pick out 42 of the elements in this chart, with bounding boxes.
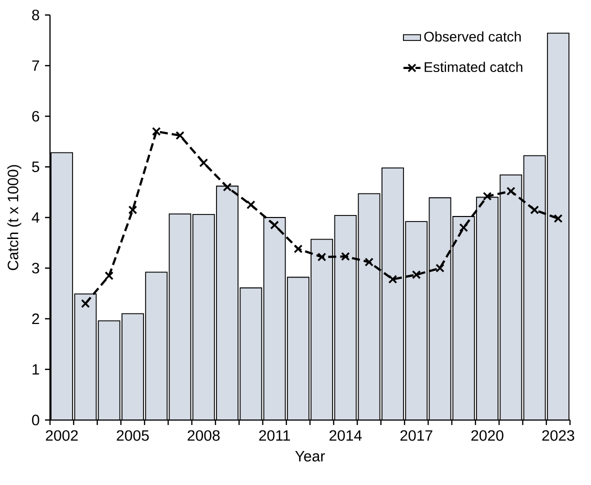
point <box>554 214 563 223</box>
point <box>81 299 90 308</box>
x-tick-label: 2005 <box>116 430 149 441</box>
point <box>176 131 184 140</box>
x-tick-label: 2002 <box>46 430 78 441</box>
point <box>317 252 326 262</box>
y-tick-label: 6 <box>32 110 40 122</box>
point <box>128 205 138 214</box>
point <box>388 274 398 284</box>
y-tick-label: 8 <box>32 10 40 20</box>
point <box>530 205 539 214</box>
point <box>104 271 114 280</box>
y-tick-label: 2 <box>32 314 40 324</box>
point <box>506 186 516 196</box>
point <box>459 223 468 232</box>
x-tick-label: 2008 <box>188 430 220 441</box>
point <box>364 258 374 266</box>
legend-label: Observed catch <box>424 31 521 42</box>
y-tick-label: 3 <box>32 262 40 274</box>
y-tick-label: 1 <box>32 364 40 375</box>
y-tick-label: 4 <box>32 212 40 223</box>
point <box>294 244 303 254</box>
y-axis-title: Catch (t x 1000) <box>7 165 22 270</box>
x-axis-title: Year <box>295 451 325 462</box>
point <box>341 252 350 261</box>
x-tick-label: 2011 <box>259 430 290 441</box>
point <box>222 182 232 192</box>
y-tick-label: 7 <box>32 60 40 71</box>
y-tick-label: 0 <box>32 414 40 426</box>
point <box>270 220 279 230</box>
point <box>199 158 208 168</box>
x-tick-label: 2023 <box>542 430 574 441</box>
x-tick-label: 2020 <box>471 430 504 441</box>
point <box>152 127 161 136</box>
x-tick-label: 2017 <box>400 430 432 441</box>
y-tick-label: 5 <box>32 162 40 172</box>
legend-label: Estimated catch <box>424 62 522 72</box>
point <box>246 200 256 210</box>
point <box>436 264 444 273</box>
x-tick-label: 2014 <box>330 430 362 441</box>
point <box>412 270 421 280</box>
point <box>482 192 492 201</box>
